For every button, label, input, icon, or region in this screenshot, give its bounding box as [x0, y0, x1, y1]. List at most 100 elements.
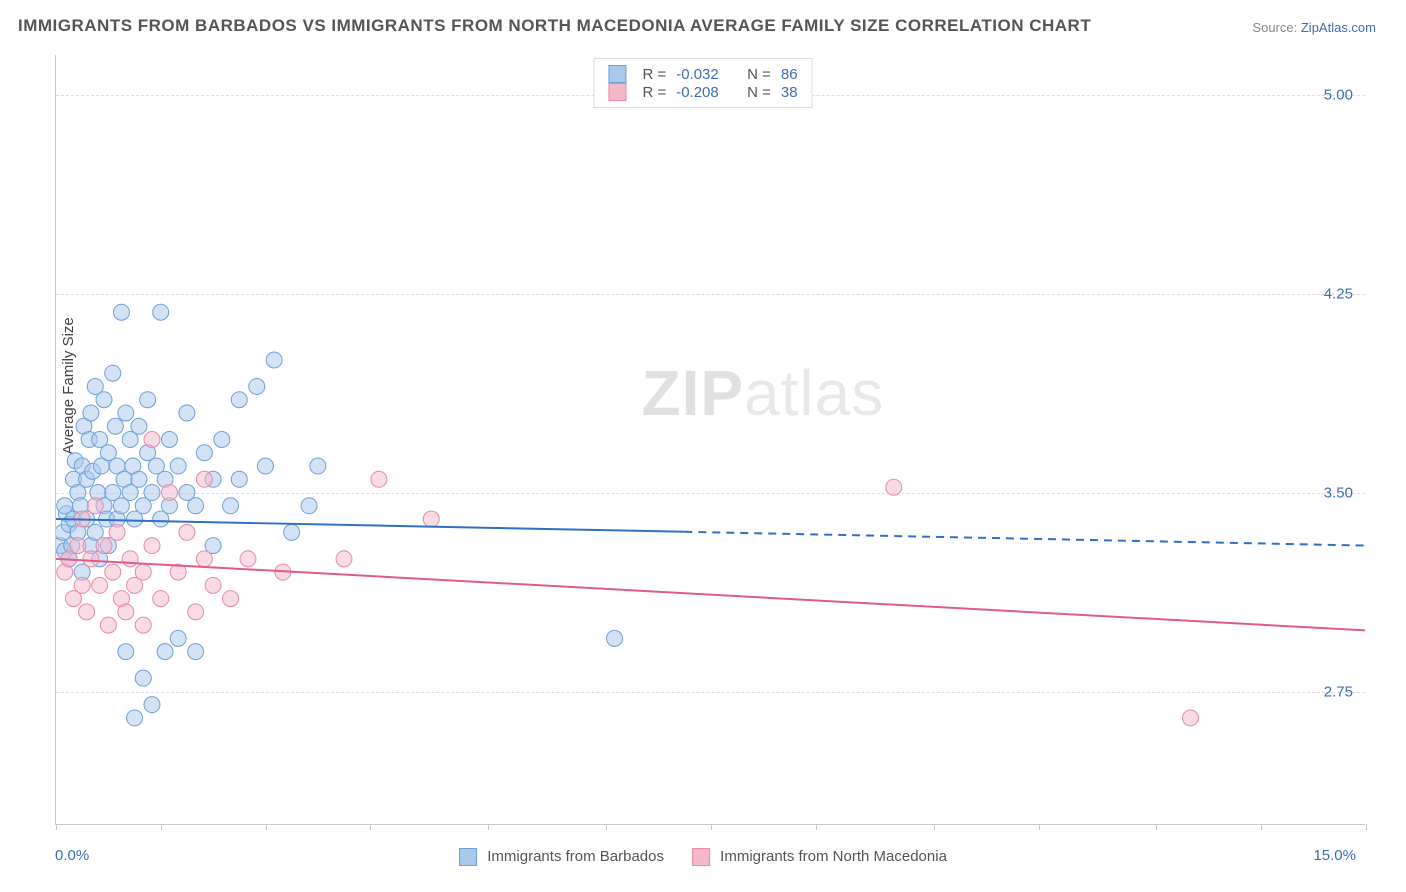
data-point [131, 418, 147, 434]
series-legend: Immigrants from Barbados Immigrants from… [459, 848, 947, 866]
data-point [74, 577, 90, 593]
data-point [1182, 710, 1198, 726]
data-point [118, 604, 134, 620]
data-point [153, 304, 169, 320]
data-point [240, 551, 256, 567]
n-value: 86 [781, 66, 798, 83]
data-point [188, 644, 204, 660]
data-point [188, 498, 204, 514]
r-label: R = [642, 84, 666, 101]
x-tick [370, 824, 371, 830]
data-point [266, 352, 282, 368]
data-point [179, 405, 195, 421]
legend-swatch [608, 65, 626, 83]
data-point [144, 432, 160, 448]
data-point [170, 458, 186, 474]
legend-swatch [692, 848, 710, 866]
x-tick [1261, 824, 1262, 830]
data-point [257, 458, 273, 474]
data-point [92, 577, 108, 593]
legend-item: Immigrants from Barbados [459, 848, 664, 866]
data-point [423, 511, 439, 527]
data-point [118, 644, 134, 660]
data-point [161, 432, 177, 448]
x-tick [1039, 824, 1040, 830]
x-axis-max-label: 15.0% [1313, 847, 1356, 864]
data-point [87, 498, 103, 514]
data-point [135, 564, 151, 580]
data-point [113, 304, 129, 320]
data-point [131, 471, 147, 487]
r-value: -0.032 [676, 66, 719, 83]
data-point [96, 392, 112, 408]
data-point [196, 471, 212, 487]
data-point [196, 551, 212, 567]
data-point [188, 604, 204, 620]
legend-swatch [608, 83, 626, 101]
legend-label: Immigrants from Barbados [487, 848, 664, 865]
data-point [371, 471, 387, 487]
data-point [301, 498, 317, 514]
r-value: -0.208 [676, 84, 719, 101]
data-point [135, 670, 151, 686]
data-point [96, 538, 112, 554]
data-point [83, 551, 99, 567]
data-point [144, 697, 160, 713]
x-tick [816, 824, 817, 830]
trend-line-dashed [684, 532, 1365, 546]
x-tick [1366, 824, 1367, 830]
data-point [107, 418, 123, 434]
n-label: N = [747, 66, 771, 83]
x-tick [1156, 824, 1157, 830]
data-point [205, 577, 221, 593]
chart-container: IMMIGRANTS FROM BARBADOS VS IMMIGRANTS F… [10, 10, 1396, 882]
data-point [161, 485, 177, 501]
x-tick [161, 824, 162, 830]
data-point [70, 538, 86, 554]
x-tick [266, 824, 267, 830]
data-point [223, 591, 239, 607]
data-point [144, 538, 160, 554]
x-axis-min-label: 0.0% [55, 847, 89, 864]
data-point [214, 432, 230, 448]
x-tick [606, 824, 607, 830]
trend-line [56, 519, 684, 532]
x-tick [488, 824, 489, 830]
data-point [284, 524, 300, 540]
data-point [157, 644, 173, 660]
data-point [100, 617, 116, 633]
data-point [122, 551, 138, 567]
data-point [607, 630, 623, 646]
x-tick [711, 824, 712, 830]
data-point [135, 617, 151, 633]
data-point [105, 564, 121, 580]
data-point [153, 591, 169, 607]
n-label: N = [747, 84, 771, 101]
correlation-legend: R = -0.032 N = 86 R = -0.208 N = 38 [593, 58, 812, 108]
legend-label: Immigrants from North Macedonia [720, 848, 947, 865]
data-point [231, 471, 247, 487]
data-point [127, 710, 143, 726]
data-point [310, 458, 326, 474]
data-point [79, 604, 95, 620]
data-point [105, 365, 121, 381]
data-point [231, 392, 247, 408]
n-value: 38 [781, 84, 798, 101]
chart-title: IMMIGRANTS FROM BARBADOS VS IMMIGRANTS F… [18, 16, 1091, 36]
data-point [196, 445, 212, 461]
x-tick [56, 824, 57, 830]
correlation-legend-row: R = -0.032 N = 86 [608, 65, 797, 83]
data-point [109, 524, 125, 540]
source-link[interactable]: ZipAtlas.com [1301, 20, 1376, 35]
legend-swatch [459, 848, 477, 866]
data-point [170, 630, 186, 646]
source-label: Source: [1252, 20, 1297, 35]
x-tick [934, 824, 935, 830]
legend-item: Immigrants from North Macedonia [692, 848, 947, 866]
data-point [223, 498, 239, 514]
data-point [83, 405, 99, 421]
scatter-svg [56, 55, 1365, 824]
data-point [179, 524, 195, 540]
data-point [249, 378, 265, 394]
data-point [118, 405, 134, 421]
